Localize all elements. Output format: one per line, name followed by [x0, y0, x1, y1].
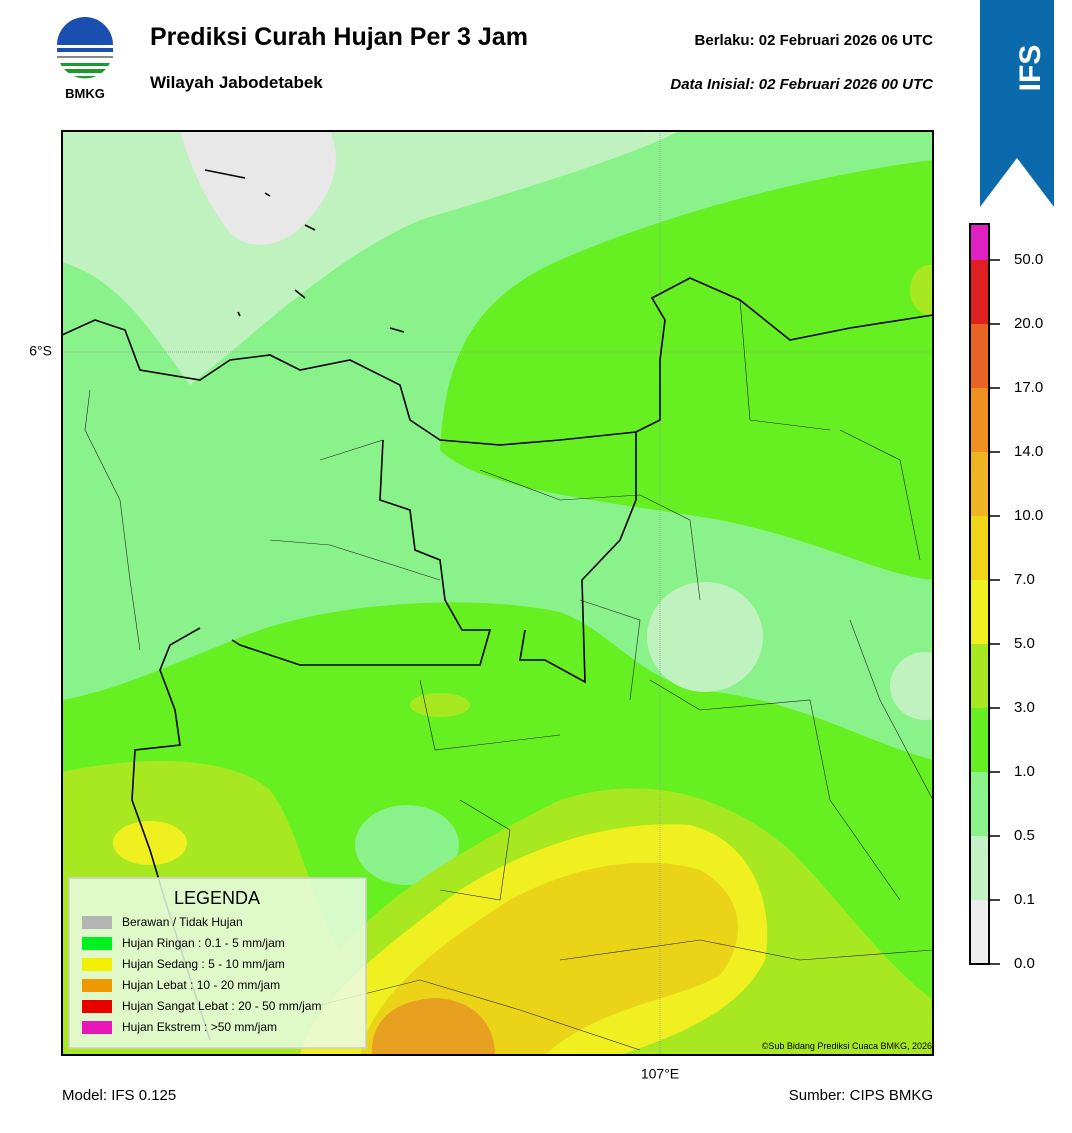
colorbar-segment: [970, 900, 989, 964]
colorbar-segment: [970, 324, 989, 388]
colorbar-label: 7.0: [1014, 571, 1035, 588]
legend-swatch: [82, 1000, 112, 1013]
model-badge: [980, 0, 1054, 207]
subtitle: Wilayah Jabodetabek: [150, 73, 323, 92]
legend-title: LEGENDA: [174, 888, 260, 908]
legend-swatch: [82, 979, 112, 992]
colorbar-label: 0.1: [1014, 891, 1035, 908]
map: [62, 131, 933, 1055]
colorbar-label: 0.0: [1014, 955, 1035, 972]
source-note: Sumber: CIPS BMKG: [789, 1087, 933, 1104]
colorbar-label: 17.0: [1014, 379, 1043, 396]
legend-label: Hujan Lebat : 10 - 20 mm/jam: [122, 978, 280, 992]
lat-label: 6°S: [29, 343, 52, 359]
colorbar-segment: [970, 224, 989, 260]
colorbar-label: 20.0: [1014, 315, 1043, 332]
legend-label: Hujan Ringan : 0.1 - 5 mm/jam: [122, 936, 285, 950]
colorbar-segment: [970, 452, 989, 516]
title: Prediksi Curah Hujan Per 3 Jam: [150, 23, 528, 51]
legend-swatch: [82, 916, 112, 929]
colorbar-segment: [970, 260, 989, 324]
legend-swatch: [82, 958, 112, 971]
colorbar-segment: [970, 836, 989, 900]
legend-swatch: [82, 1021, 112, 1034]
colorbar-segment: [970, 388, 989, 452]
legend-swatch: [82, 937, 112, 950]
logo: BMKG: [57, 17, 113, 101]
legend-label: Berawan / Tidak Hujan: [122, 915, 243, 929]
legend-label: Hujan Ekstrem : >50 mm/jam: [122, 1020, 277, 1034]
colorbar-segment: [970, 708, 989, 772]
lon-label: 107°E: [641, 1066, 679, 1082]
valid-time: Berlaku: 02 Februari 2026 06 UTC: [695, 32, 934, 49]
colorbar-label: 10.0: [1014, 507, 1043, 524]
credit: ©Sub Bidang Prediksi Cuaca BMKG, 2026: [762, 1041, 932, 1051]
map-frame: [61, 130, 934, 1056]
colorbar: 0.0 0.1 0.5 1.0 3.0 5.0 7.0 10.0 14.0 17.0 20.0 50.…: [969, 223, 1043, 972]
colorbar-segment: [970, 516, 989, 580]
badge-text: IFS: [1014, 45, 1047, 92]
colorbar-label: 1.0: [1014, 763, 1035, 780]
colorbar-frame: [969, 223, 990, 965]
initial-time: Data Inisial: 02 Februari 2026 00 UTC: [670, 76, 934, 93]
colorbar-segment: [970, 772, 989, 836]
legend: LEGENDA Berawan / Tidak Hujan Hujan Ringa…: [68, 877, 367, 1049]
colorbar-label: 50.0: [1014, 251, 1043, 268]
model-note: Model: IFS 0.125: [62, 1087, 176, 1104]
colorbar-label: 0.5: [1014, 827, 1035, 844]
legend-label: Hujan Sangat Lebat : 20 - 50 mm/jam: [122, 999, 321, 1013]
colorbar-segment: [970, 580, 989, 644]
legend-label: Hujan Sedang : 5 - 10 mm/jam: [122, 957, 285, 971]
colorbar-label: 5.0: [1014, 635, 1035, 652]
colorbar-segment: [970, 644, 989, 708]
logo-text: BMKG: [65, 86, 105, 101]
colorbar-label: 14.0: [1014, 443, 1043, 460]
colorbar-label: 3.0: [1014, 699, 1035, 716]
